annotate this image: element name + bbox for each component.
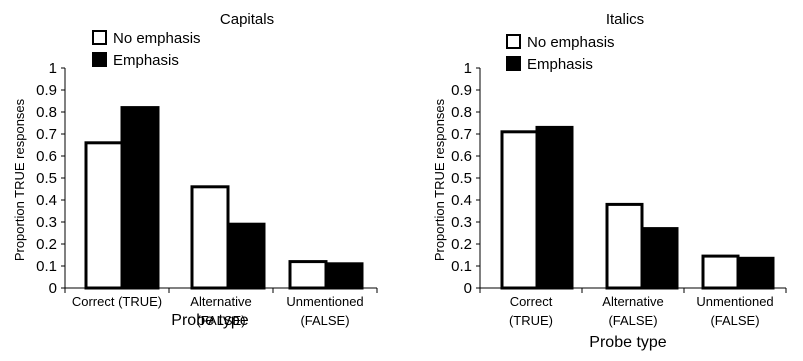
legend-label: Emphasis: [113, 52, 179, 69]
y-axis-title: Proportion TRUE responses: [432, 98, 447, 261]
legend-swatch: [506, 56, 521, 71]
y-axis-title: Proportion TRUE responses: [12, 98, 27, 261]
y-tick-label: 0.8: [451, 104, 472, 121]
y-tick-label: 0.7: [36, 126, 57, 143]
legend-swatch: [92, 52, 107, 67]
y-tick-label: 0.3: [36, 214, 57, 231]
y-tick-label: 1: [49, 60, 57, 77]
bar-no-emphasis-2: [288, 260, 328, 290]
bar-emphasis-2: [736, 256, 775, 290]
bar-no-emphasis-1: [190, 185, 230, 290]
bar-emphasis-1: [640, 227, 679, 290]
capitals-chart: Capitals 0 0.1 0.2 0.3 0.4 0.5 0.6 0.7 0.8 0.9 1 Pro…: [12, 11, 378, 329]
x-category-label: Alternative: [602, 294, 663, 309]
y-tick-label: 0.8: [36, 104, 57, 121]
y-tick-label: 0.5: [36, 170, 57, 187]
y-tick-label: 0.7: [451, 126, 472, 143]
x-category-label: (FALSE): [300, 313, 349, 328]
x-category-label: Unmentioned: [696, 294, 773, 309]
y-tick-label: 0: [49, 280, 57, 297]
legend-label: Emphasis: [527, 56, 593, 73]
bar-no-emphasis-0: [500, 130, 539, 290]
chart-title: Capitals: [220, 11, 274, 28]
y-tick-label: 0.4: [36, 192, 57, 209]
y-tick-label: 0.9: [451, 82, 472, 99]
y-tick-label: 0.1: [36, 258, 57, 275]
y-tick-label: 0.3: [451, 214, 472, 231]
y-tick-label: 0.1: [451, 258, 472, 275]
italics-chart: Italics 0 0.1 0.2 0.3 0.4 0.5 0.6 0.7 0.8 0.9 1 Prop…: [432, 11, 787, 351]
bar-no-emphasis-1: [605, 202, 644, 290]
x-category-label: (TRUE): [509, 313, 553, 328]
x-axis-title: Probe type: [589, 334, 666, 351]
x-axis-title: Probe type: [171, 312, 248, 329]
x-category-label: (FALSE): [710, 313, 759, 328]
x-category-label: (FALSE): [196, 313, 245, 328]
x-category-label: Alternative: [190, 294, 251, 309]
bar-no-emphasis-0: [84, 141, 124, 290]
y-tick-label: 0.9: [36, 82, 57, 99]
y-tick-label: 0.6: [36, 148, 57, 165]
x-category-label: Unmentioned: [286, 294, 363, 309]
y-tick-label: 0.4: [451, 192, 472, 209]
bar-emphasis-1: [226, 222, 266, 290]
bar-emphasis-2: [324, 262, 364, 290]
legend-label: No emphasis: [113, 30, 201, 47]
y-tick-label: 0.2: [36, 236, 57, 253]
bar-no-emphasis-2: [701, 254, 740, 290]
legend-swatch: [92, 30, 107, 45]
x-category-label: Correct (TRUE): [72, 294, 162, 309]
bar-emphasis-0: [120, 106, 160, 290]
y-tick-label: 0.2: [451, 236, 472, 253]
y-tick-label: 1: [464, 60, 472, 77]
y-tick-label: 0.5: [451, 170, 472, 187]
x-category-label: Correct: [510, 294, 553, 309]
bar-emphasis-0: [535, 125, 574, 290]
legend-label: No emphasis: [527, 34, 615, 51]
chart-title: Italics: [606, 11, 644, 28]
legend-swatch: [506, 34, 521, 49]
x-category-label: (FALSE): [608, 313, 657, 328]
y-tick-label: 0.6: [451, 148, 472, 165]
y-tick-label: 0: [464, 280, 472, 297]
